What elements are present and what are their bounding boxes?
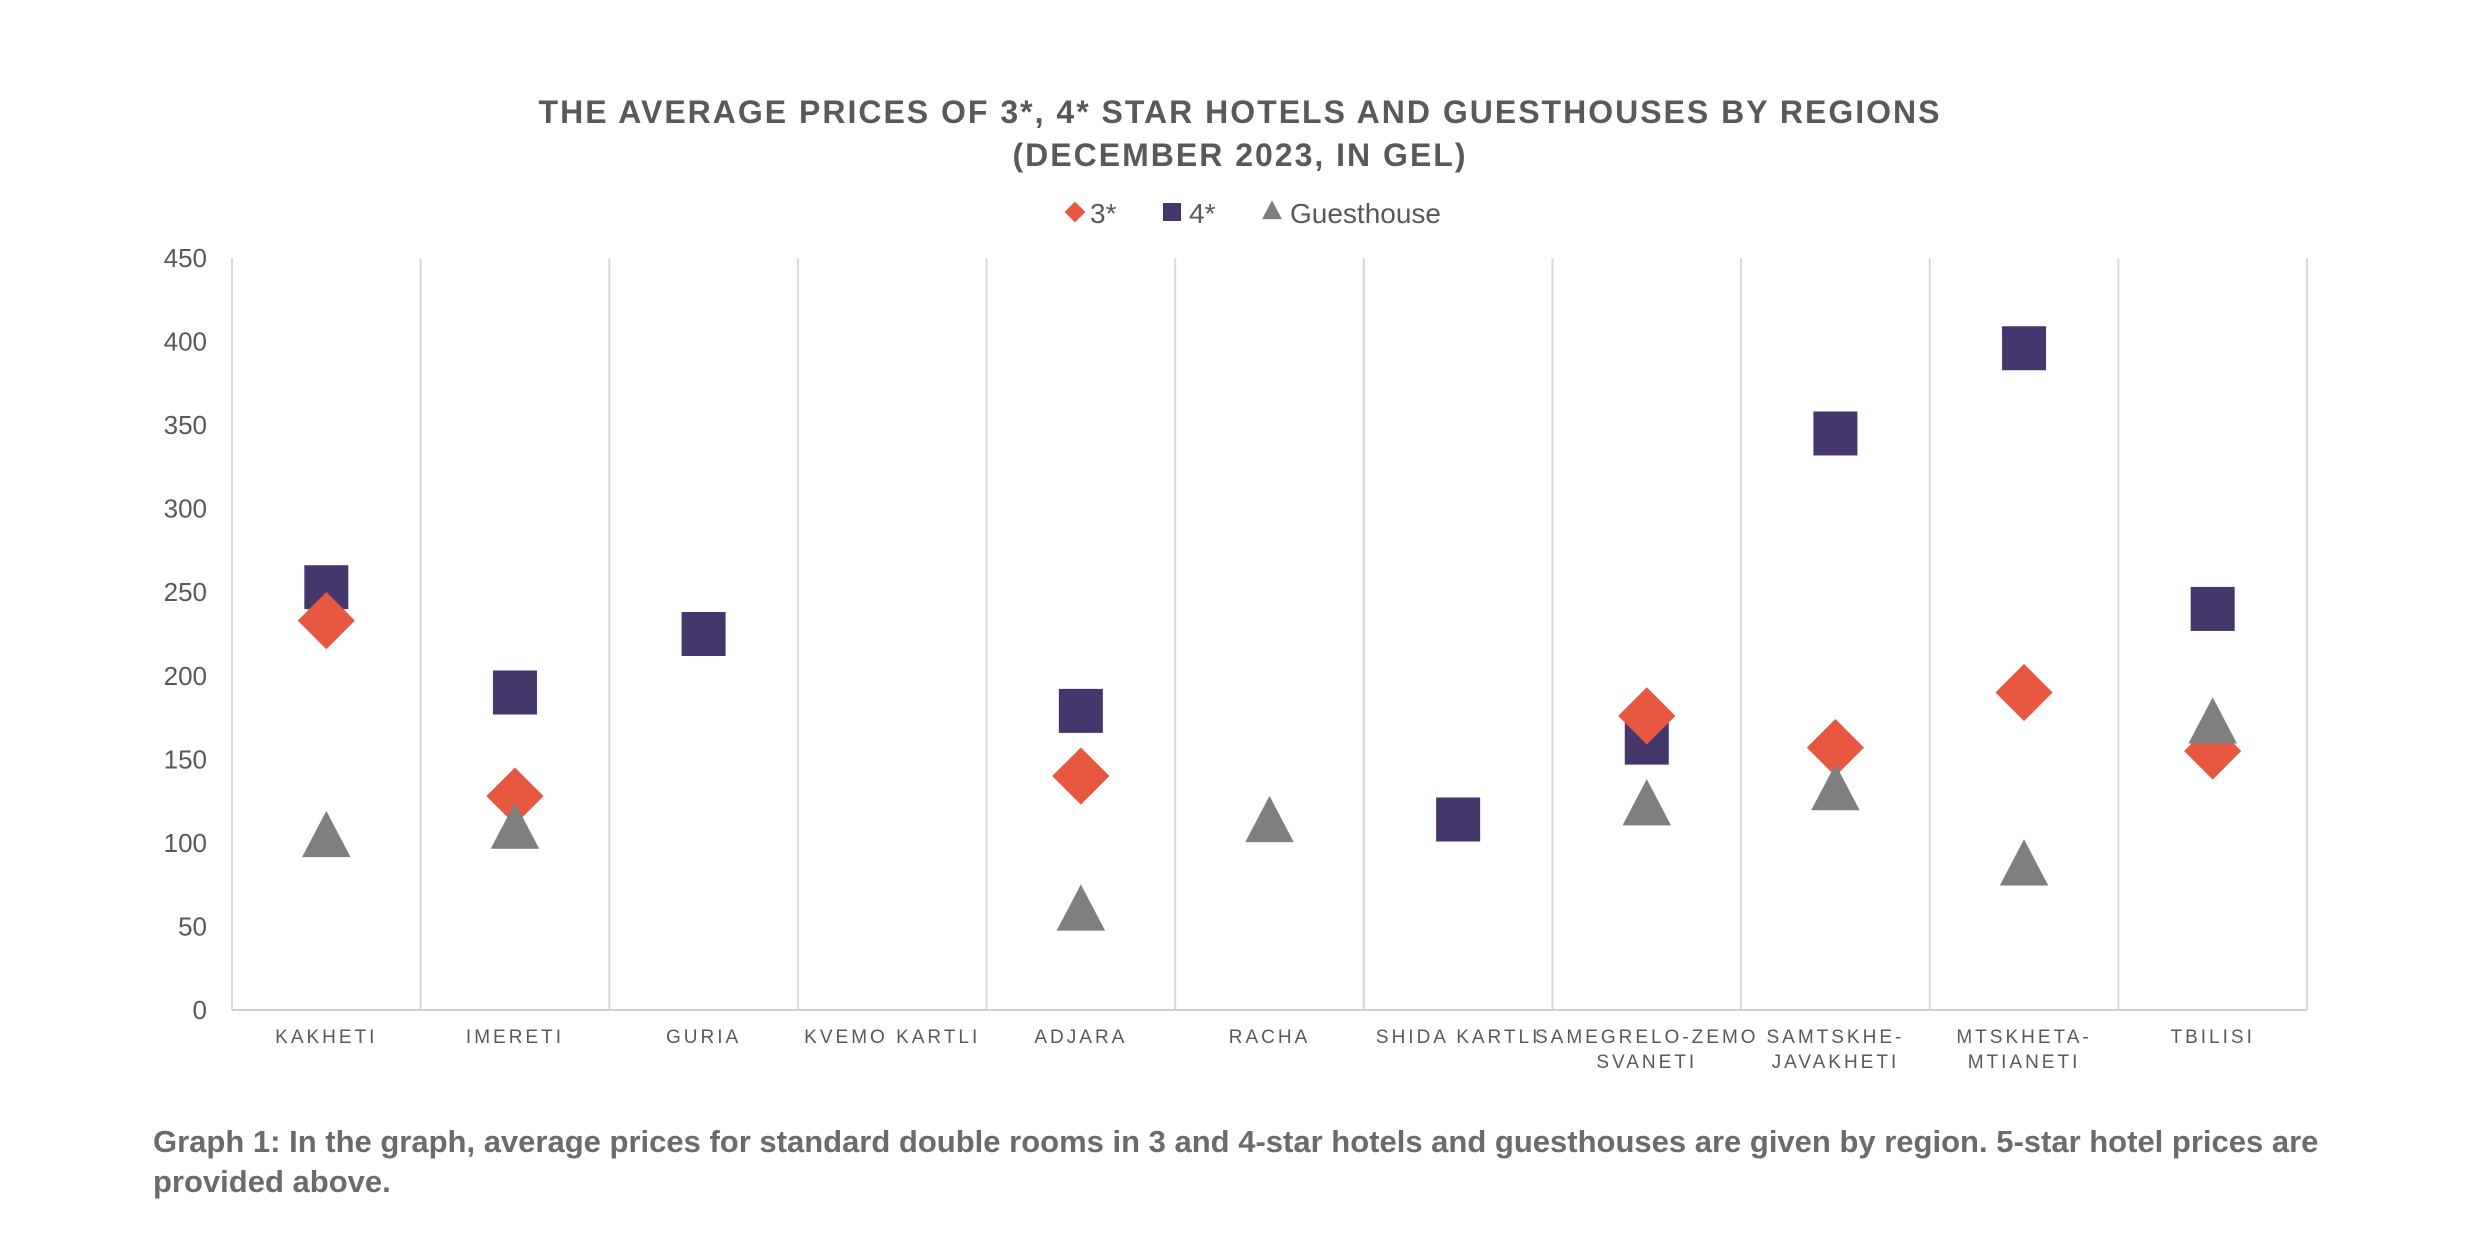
data-point-square: [1436, 797, 1481, 842]
data-point-triangle: [1622, 779, 1672, 826]
x-tick-label: RACHA: [1229, 1027, 1311, 1048]
x-axis: KAKHETI IMERETI GURIA KVEMO KARTLI ADJARA RAC…: [275, 1027, 2255, 1073]
legend-label: 4*: [1189, 198, 1216, 229]
chart-legend: 3* 4* Guesthouse: [1064, 198, 1441, 229]
legend-label: 3*: [1090, 198, 1117, 229]
y-tick-label: 150: [164, 744, 207, 774]
y-axis: 0 50 100 150 200 250 300 350 400 450: [164, 243, 207, 1025]
x-tick-label: ADJARA: [1034, 1027, 1127, 1048]
data-point-square: [1813, 411, 1858, 456]
category-separators: [231, 258, 2308, 1011]
chart-subtitle: (DECEMBER 2023, IN GEL): [1013, 137, 1468, 173]
y-tick-label: 400: [164, 327, 207, 357]
data-point-diamond: [1618, 687, 1676, 745]
y-tick-label: 250: [164, 577, 207, 607]
x-tick-label: SAMEGRELO-ZEMO SVANETI: [1535, 1027, 1759, 1073]
legend-triangle-icon: [1262, 200, 1282, 220]
data-point-diamond: [297, 592, 355, 650]
data-point-diamond: [1806, 719, 1865, 777]
y-tick-label: 200: [164, 661, 207, 691]
legend-label: Guesthouse: [1290, 198, 1441, 229]
x-tick-label: MTSKHETA-MTIANETI: [1956, 1027, 2091, 1073]
data-point-triangle: [1999, 839, 2049, 886]
data-point-square: [2190, 586, 2235, 631]
data-point-square: [2002, 326, 2047, 371]
data-point-triangle: [1245, 795, 1294, 843]
y-tick-label: 450: [164, 243, 207, 273]
x-tick-label: KAKHETI: [275, 1027, 377, 1048]
x-tick-label: GURIA: [666, 1027, 741, 1048]
legend-diamond-icon: [1064, 201, 1086, 223]
y-tick-label: 350: [164, 410, 207, 440]
data-point-triangle: [1811, 764, 1860, 811]
x-tick-label: IMERETI: [466, 1027, 564, 1048]
data-marks: [297, 326, 2242, 931]
graph-caption: Graph 1: In the graph, average prices fo…: [153, 1124, 2319, 1199]
data-point-square: [1058, 688, 1103, 733]
y-tick-label: 50: [178, 911, 207, 941]
data-point-square: [492, 670, 537, 715]
data-point-triangle: [1056, 884, 1106, 931]
data-point-triangle: [490, 802, 540, 849]
chart-title: THE AVERAGE PRICES OF 3*, 4* STAR HOTELS…: [539, 94, 1942, 130]
data-point-diamond: [486, 767, 544, 825]
data-point-diamond: [1995, 663, 2053, 722]
y-tick-label: 0: [193, 995, 207, 1025]
x-tick-label: KVEMO KARTLI: [804, 1027, 980, 1048]
data-point-triangle: [302, 810, 351, 858]
x-tick-label: SAMTSKHE-JAVAKHETI: [1766, 1027, 1904, 1073]
y-tick-label: 300: [164, 494, 207, 524]
x-tick-label: SHIDA KARTLI: [1376, 1027, 1540, 1048]
x-tick-label: TBILISI: [2171, 1027, 2255, 1048]
legend-square-icon: [1163, 203, 1181, 221]
data-point-triangle: [2188, 697, 2237, 744]
data-point-square: [681, 612, 726, 656]
y-tick-label: 100: [164, 828, 207, 858]
data-point-diamond: [1052, 747, 1110, 805]
